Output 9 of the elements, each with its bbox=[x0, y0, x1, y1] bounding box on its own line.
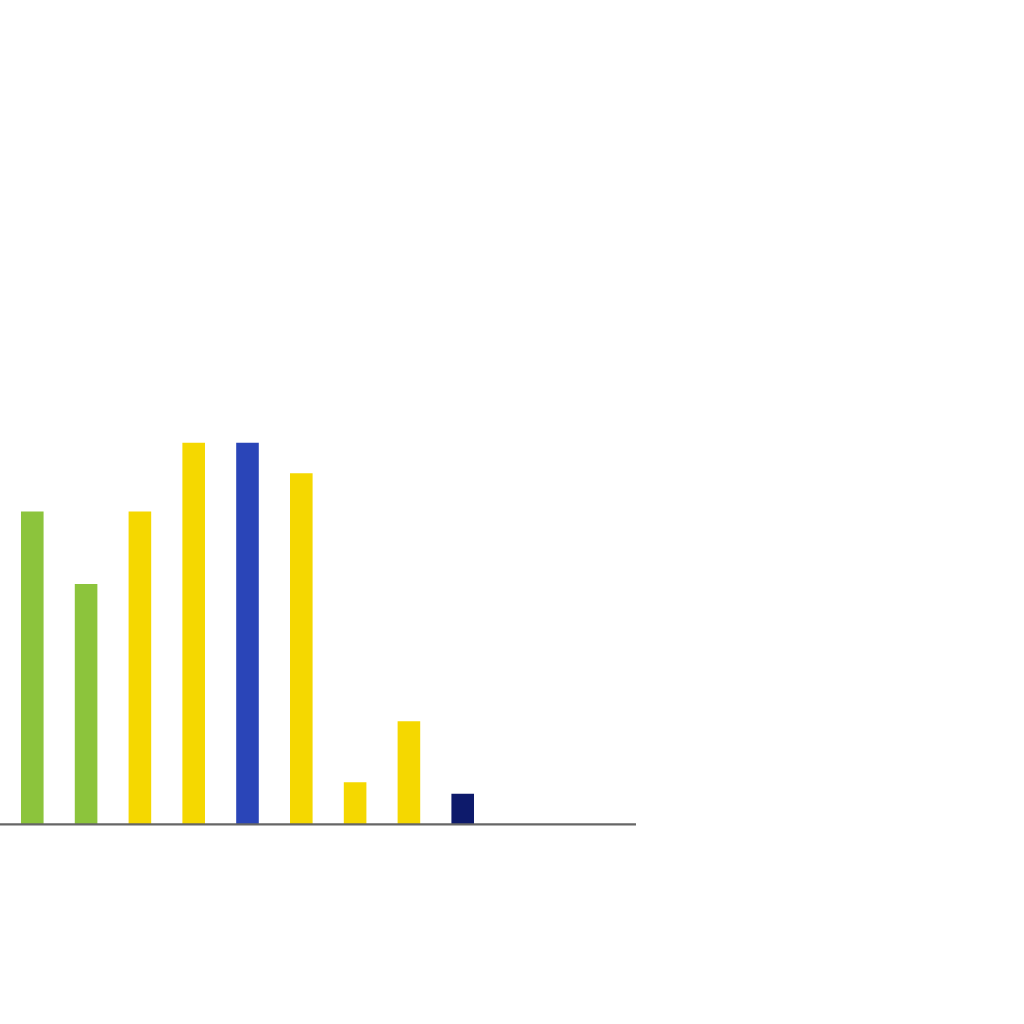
bar bbox=[74, 583, 98, 825]
bar bbox=[290, 473, 313, 825]
bar bbox=[128, 511, 152, 825]
bar bbox=[236, 442, 259, 825]
bar bbox=[182, 442, 205, 825]
bar bbox=[20, 511, 44, 825]
bar bbox=[451, 793, 475, 825]
bar bbox=[343, 782, 367, 825]
bar bbox=[397, 721, 421, 825]
